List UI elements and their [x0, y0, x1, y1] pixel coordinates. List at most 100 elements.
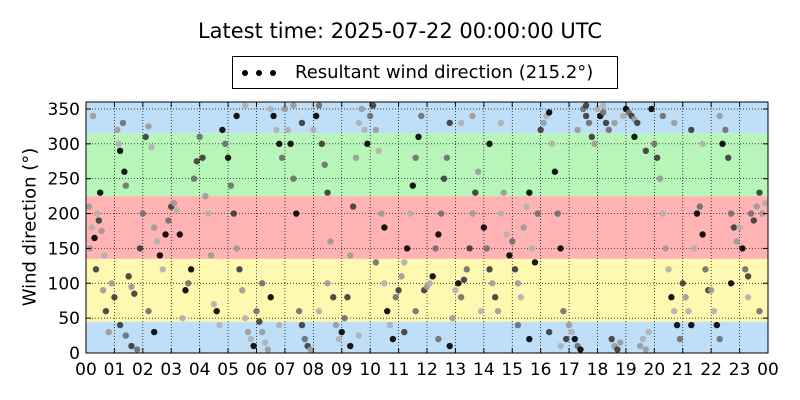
data-point: [145, 307, 152, 315]
data-point: [324, 189, 331, 196]
data-point: [250, 342, 257, 350]
data-point: [364, 140, 371, 148]
data-point: [88, 224, 95, 231]
direction-band: [86, 321, 768, 353]
data-point: [460, 276, 468, 283]
data-point: [159, 266, 166, 273]
data-point: [426, 280, 434, 287]
data-point: [92, 266, 100, 273]
data-point: [267, 294, 274, 301]
data-point: [736, 224, 743, 231]
data-point: [116, 321, 124, 329]
data-point: [347, 252, 354, 259]
data-point: [429, 273, 436, 280]
data-point: [233, 245, 240, 252]
data-point: [287, 140, 294, 148]
data-point: [341, 314, 348, 322]
x-tick-label: 16: [530, 360, 552, 380]
data-point: [151, 224, 158, 231]
data-point: [469, 112, 476, 120]
data-point: [634, 119, 641, 127]
data-point: [594, 105, 601, 113]
data-point: [662, 245, 669, 252]
data-point: [656, 175, 664, 182]
data-point: [659, 112, 667, 120]
data-point: [258, 280, 266, 287]
data-point: [560, 307, 567, 315]
data-point: [486, 266, 493, 273]
data-point: [98, 227, 105, 235]
data-point: [185, 280, 192, 287]
data-point: [142, 133, 149, 141]
data-point: [517, 294, 524, 301]
data-point: [85, 203, 93, 210]
data-point: [699, 140, 706, 148]
data-point: [739, 245, 746, 252]
data-point: [710, 307, 718, 315]
data-point: [244, 328, 252, 336]
data-point: [591, 140, 598, 148]
data-point: [121, 168, 128, 175]
y-tick-label: 100: [48, 274, 80, 294]
data-point: [716, 112, 723, 120]
data-point: [483, 245, 490, 252]
legend: Resultant wind direction (215.2°): [232, 56, 618, 89]
data-point: [318, 140, 326, 148]
data-point: [156, 252, 164, 259]
data-point: [239, 287, 246, 294]
chart-title: Latest time: 2025-07-22 00:00:00 UTC: [197, 19, 603, 43]
data-point: [440, 175, 448, 182]
data-point: [276, 140, 283, 148]
data-point: [659, 210, 667, 217]
data-point: [128, 283, 135, 290]
data-point: [403, 245, 411, 252]
y-tick-label: 200: [48, 205, 80, 225]
data-point: [665, 266, 672, 273]
data-point: [671, 307, 678, 315]
data-point: [679, 280, 686, 287]
data-point: [315, 307, 323, 315]
data-point: [153, 238, 161, 245]
data-point: [636, 342, 644, 350]
data-point: [264, 346, 272, 353]
data-point: [466, 245, 473, 252]
data-point: [599, 109, 607, 116]
data-point: [295, 307, 303, 315]
data-point: [747, 210, 755, 217]
data-point: [176, 231, 183, 238]
data-point: [480, 224, 488, 231]
data-point: [395, 287, 402, 294]
data-point: [523, 203, 530, 210]
data-point: [315, 102, 323, 109]
data-point: [671, 119, 678, 127]
data-point: [653, 154, 661, 161]
data-point: [352, 154, 360, 161]
data-point: [551, 168, 559, 175]
y-tick-label: 250: [48, 170, 80, 190]
x-tick-label: 06: [246, 360, 268, 380]
data-point: [611, 119, 618, 127]
data-point: [270, 112, 277, 120]
data-point: [196, 133, 203, 141]
data-point: [472, 189, 479, 196]
data-point: [605, 126, 613, 134]
data-point: [330, 294, 337, 301]
data-point: [489, 280, 496, 287]
data-point: [514, 321, 522, 329]
data-point: [202, 192, 209, 200]
data-point: [386, 321, 394, 329]
data-point: [469, 210, 476, 217]
data-point: [324, 280, 331, 287]
data-point: [369, 102, 377, 109]
data-point: [401, 259, 408, 266]
data-point: [119, 119, 127, 127]
data-point: [99, 287, 107, 294]
data-point: [730, 224, 738, 231]
x-tick-label: 12: [416, 360, 438, 380]
data-point: [602, 119, 610, 127]
data-point: [463, 266, 470, 273]
x-tick-label: 05: [217, 360, 239, 380]
data-point: [165, 217, 172, 224]
data-point: [682, 294, 689, 301]
